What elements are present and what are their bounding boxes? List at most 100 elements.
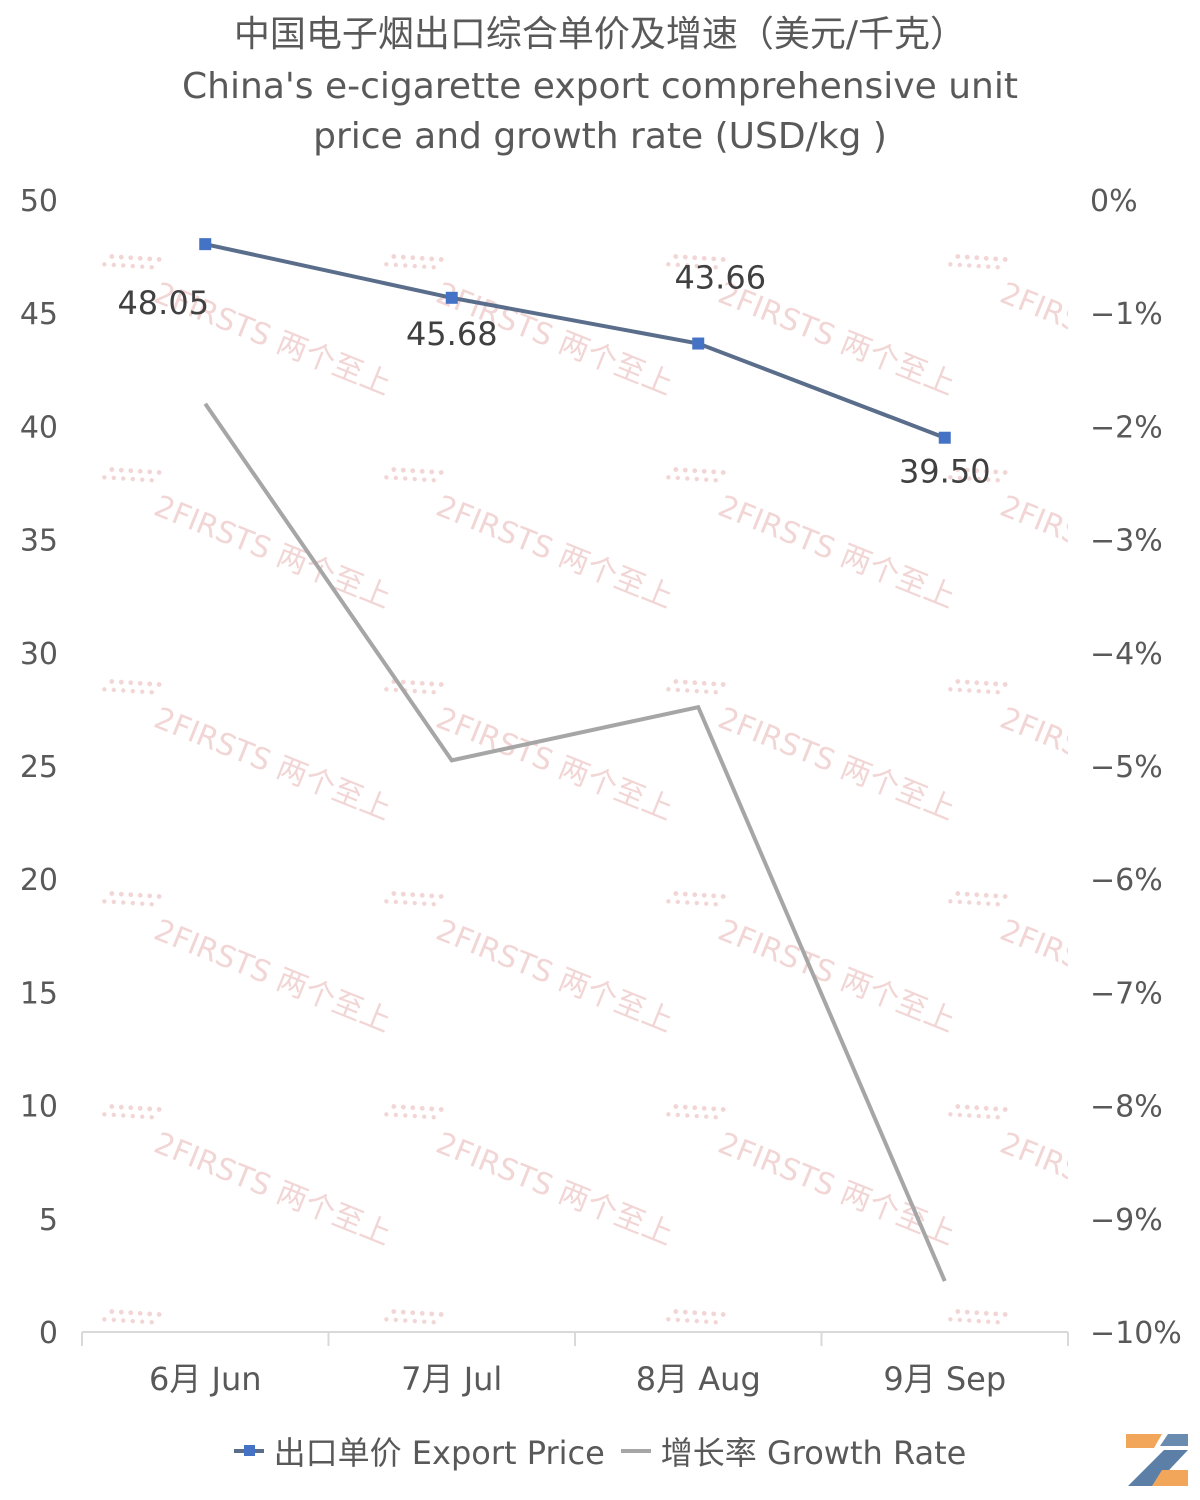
watermark-dot (412, 688, 417, 694)
watermark-dot (419, 1310, 425, 1316)
y-right-tick-label: −5% (1090, 750, 1163, 785)
watermark-dot (675, 262, 681, 268)
watermark-dot (384, 1317, 389, 1322)
watermark-dot (711, 1106, 717, 1112)
watermark-dot (140, 1114, 145, 1119)
watermark-dot (666, 687, 671, 692)
watermark-dot (704, 1319, 709, 1324)
watermark-dot (675, 899, 681, 905)
watermark-dot (993, 681, 999, 687)
watermark-dot (993, 1106, 999, 1112)
watermark-dot (400, 1104, 406, 1110)
watermark-dot (995, 1320, 1000, 1325)
watermark-dot (384, 262, 389, 267)
watermark-dot (948, 1112, 953, 1117)
watermark-dot (955, 254, 961, 259)
watermark-dot (986, 1114, 991, 1119)
legend-item-growth-rate: 增长率 Growth Rate (620, 1428, 967, 1474)
watermark-dot (431, 1115, 436, 1120)
legend-label-growth-rate: 增长率 Growth Rate (660, 1434, 967, 1472)
watermark-dot (147, 1311, 153, 1317)
watermark-dot (419, 892, 425, 898)
x-tick-label: 7月 Jul (401, 1360, 502, 1398)
watermark-dot (121, 476, 126, 481)
watermark-dot (974, 1105, 980, 1111)
watermark-dot (431, 902, 436, 907)
watermark-logo: 2FIRSTS 两个至上 (384, 467, 678, 616)
watermark-dot (391, 1104, 397, 1109)
watermark-dot (109, 467, 115, 472)
watermark-dot (957, 475, 963, 481)
watermark-dot (102, 1317, 107, 1322)
watermark-dot (147, 893, 153, 899)
watermark-dot (412, 263, 417, 269)
watermark-dot (391, 1309, 397, 1314)
watermark-dot (128, 892, 134, 898)
watermark-dot (384, 687, 389, 692)
watermark-dot (118, 679, 124, 685)
watermark-dot (685, 900, 690, 905)
legend-label-export-price: 出口单价 Export Price (273, 1434, 605, 1472)
watermark-dot (948, 899, 953, 904)
watermark-dot (400, 679, 406, 685)
watermark-dot (109, 1104, 115, 1109)
data-label-export-price: 48.05 (117, 284, 209, 322)
watermark-dot (694, 900, 699, 906)
watermark-dot (147, 1106, 153, 1112)
watermark-logo: 2FIRSTS 两个至上 (666, 1104, 960, 1253)
watermark-dot (140, 901, 145, 906)
watermark-dot (429, 1311, 435, 1317)
watermark-dot (422, 477, 427, 482)
watermark-dot (701, 680, 707, 686)
watermark-dot (393, 687, 399, 693)
watermark-dot (711, 681, 717, 687)
watermark-dot (438, 894, 444, 899)
watermark-dot (429, 681, 435, 687)
watermark-dot (438, 682, 444, 687)
y-left-tick-label: 25 (20, 750, 58, 785)
watermark-dot (438, 470, 444, 475)
watermark-dot (948, 262, 953, 267)
watermark-dot (410, 1105, 416, 1111)
watermark-dot (995, 478, 1000, 483)
watermark-dot (137, 1310, 143, 1316)
watermark-dot (964, 254, 970, 260)
watermark-dot (986, 477, 991, 482)
y-left-tick-label: 35 (20, 524, 58, 559)
watermark-dot (694, 476, 699, 482)
data-point-export-price (199, 238, 212, 251)
watermark-dot (410, 892, 416, 898)
watermark-dot (431, 690, 436, 695)
watermark-dot (986, 901, 991, 906)
watermark-dot (412, 1318, 417, 1324)
watermark-dot (403, 263, 408, 268)
watermark-dot (993, 893, 999, 899)
watermark-dot (412, 900, 417, 906)
watermark-dot (967, 688, 972, 693)
watermark-dot (429, 469, 435, 475)
y-left-tick-label: 50 (20, 184, 58, 219)
watermark-dot (419, 680, 425, 686)
watermark-text: 2FIRSTS 两个至上 (995, 276, 1200, 403)
watermark-dot (955, 1309, 961, 1314)
watermark-text: 2FIRSTS 两个至上 (149, 913, 396, 1040)
data-point-export-price (692, 337, 705, 350)
watermark-dot (967, 1113, 972, 1118)
watermark-text: 2FIRSTS 两个至上 (713, 913, 960, 1040)
watermark-logo (102, 1309, 162, 1325)
watermark-dot (666, 262, 671, 267)
watermark-dot (720, 682, 726, 687)
watermark-dot (957, 899, 963, 905)
watermark-dot (713, 1115, 718, 1120)
watermark-dot (156, 1107, 162, 1112)
watermark-dot (682, 891, 688, 897)
watermark-dot (438, 1312, 444, 1317)
y-right-tick-label: 0% (1090, 184, 1138, 219)
watermark-dot (149, 690, 154, 695)
watermark-dot (993, 469, 999, 475)
watermark-dot (156, 257, 162, 262)
watermark-dot (692, 680, 698, 686)
watermark-dot (149, 1320, 154, 1325)
watermark-dot (419, 468, 425, 474)
watermark-dot (955, 891, 961, 896)
